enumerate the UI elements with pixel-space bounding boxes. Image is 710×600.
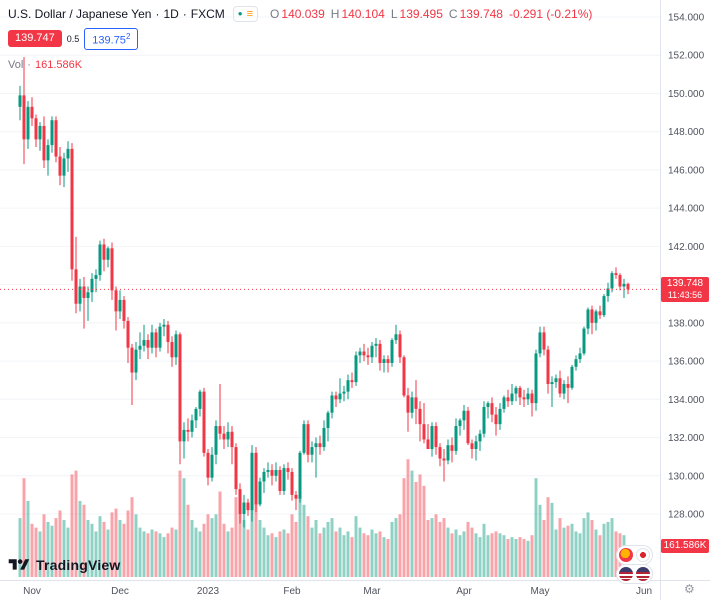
buy-sell-row: 139.747 0.5 139.752 (8, 28, 592, 50)
tradingview-logo-mark-icon (8, 559, 30, 570)
low-label: L (390, 7, 398, 21)
event-importance-icon (619, 548, 633, 562)
svg-text:Feb: Feb (283, 586, 301, 597)
ohlc-readout: O 140.039 H 140.104 L 139.495 C 139.748 -0.2… (270, 7, 592, 21)
svg-text:Mar: Mar (363, 586, 381, 597)
japan-flag-icon (636, 548, 650, 562)
status-dot-icon: ● (237, 9, 243, 18)
volume-indicator-value: 161.586K (34, 58, 83, 71)
volume-axis-badge: 161.586K (661, 539, 709, 554)
close-value: 139.748 (459, 7, 503, 21)
buy-price: 139.75 (92, 34, 126, 47)
interval-label[interactable]: 1D (163, 7, 179, 21)
legend-icon-group[interactable]: ● ≡ (232, 6, 259, 22)
open-label: O (270, 7, 280, 21)
separator-dot: · (182, 7, 187, 21)
svg-text:146.000: 146.000 (668, 165, 705, 176)
spread-value: 0.5 (66, 33, 80, 44)
svg-text:148.000: 148.000 (668, 127, 705, 138)
svg-text:154.000: 154.000 (668, 13, 705, 24)
svg-text:132.000: 132.000 (668, 433, 705, 444)
us-flag-icon (619, 567, 633, 581)
exchange-label[interactable]: FXCM (190, 7, 225, 21)
svg-text:2023: 2023 (197, 586, 220, 597)
symbol-title[interactable]: U.S. Dollar / Japanese Yen (8, 7, 152, 21)
axis-settings-gear-icon[interactable]: ⚙ (684, 582, 695, 596)
high-value: 140.104 (341, 7, 385, 21)
svg-text:Dec: Dec (111, 586, 129, 597)
svg-text:136.000: 136.000 (668, 357, 705, 368)
chart-legend: U.S. Dollar / Japanese Yen · 1D · FXCM ●… (8, 6, 592, 71)
legend-title-row: U.S. Dollar / Japanese Yen · 1D · FXCM ●… (8, 6, 592, 22)
us-flag-icon (636, 567, 650, 581)
economic-events-group-2[interactable] (616, 564, 653, 584)
grid-lines (0, 16, 660, 515)
svg-text:144.000: 144.000 (668, 204, 705, 215)
svg-text:152.000: 152.000 (668, 51, 705, 62)
svg-text:128.000: 128.000 (668, 509, 705, 520)
svg-text:Apr: Apr (456, 586, 472, 597)
volume-bars (18, 459, 630, 577)
buy-price-superscript: 2 (125, 32, 131, 41)
tradingview-logo[interactable]: TradingView (8, 557, 120, 573)
current-price-badge: 139.748 11:43:56 (661, 277, 709, 303)
open-value: 140.039 (281, 7, 325, 21)
svg-text:Nov: Nov (23, 586, 41, 597)
svg-text:May: May (531, 586, 550, 597)
svg-text:138.000: 138.000 (668, 318, 705, 329)
sell-price: 139.747 (15, 32, 55, 45)
price-axis-labels[interactable]: 154.000 152.000 150.000 148.000 146.000 144.0… (668, 13, 705, 521)
candlesticks[interactable] (18, 57, 630, 528)
svg-text:142.000: 142.000 (668, 242, 705, 253)
close-label: C (448, 7, 458, 21)
svg-text:Jun: Jun (636, 586, 652, 597)
svg-text:130.000: 130.000 (668, 471, 705, 482)
change-value: -0.291 (-0.21%) (508, 7, 593, 21)
tradingview-logo-text: TradingView (36, 557, 121, 573)
list-icon: ≡ (246, 7, 254, 20)
economic-events-group-1[interactable] (616, 545, 653, 565)
separator-dot: · (27, 58, 31, 71)
high-label: H (330, 7, 340, 21)
svg-text:150.000: 150.000 (668, 89, 705, 100)
low-value: 139.495 (399, 7, 443, 21)
volume-indicator-label: Vol (8, 58, 24, 71)
current-price-value: 139.748 (666, 278, 704, 290)
bar-countdown: 11:43:56 (667, 290, 703, 301)
volume-indicator-row[interactable]: Vol · 161.586K (8, 59, 592, 71)
sell-button[interactable]: 139.747 (8, 30, 62, 48)
svg-text:134.000: 134.000 (668, 395, 705, 406)
time-axis-labels[interactable]: Nov Dec 2023 Feb Mar Apr May Jun (23, 586, 652, 597)
buy-button[interactable]: 139.752 (84, 28, 139, 50)
separator-dot: · (155, 7, 160, 21)
